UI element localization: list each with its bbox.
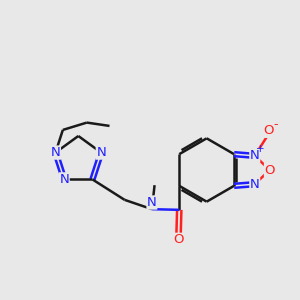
Text: +: +: [256, 145, 265, 154]
Text: -: -: [273, 118, 278, 131]
Text: O: O: [173, 233, 184, 246]
Text: O: O: [263, 124, 273, 137]
Text: N: N: [59, 173, 69, 186]
Text: N: N: [250, 178, 260, 191]
Text: O: O: [265, 164, 275, 176]
Text: N: N: [147, 196, 157, 209]
Text: N: N: [250, 149, 260, 162]
Text: N: N: [51, 146, 60, 159]
Text: N: N: [96, 146, 106, 159]
